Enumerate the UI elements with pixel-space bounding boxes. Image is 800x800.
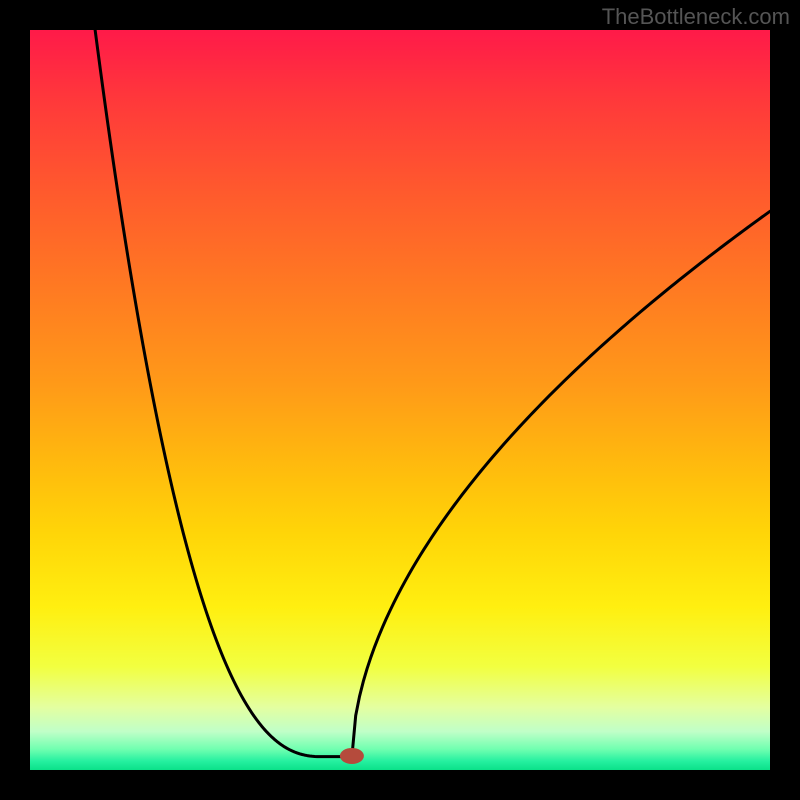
optimum-marker [340, 748, 364, 764]
chart-gradient-background [30, 30, 770, 770]
bottleneck-chart [0, 0, 800, 800]
watermark-text: TheBottleneck.com [602, 4, 790, 30]
chart-container: TheBottleneck.com [0, 0, 800, 800]
